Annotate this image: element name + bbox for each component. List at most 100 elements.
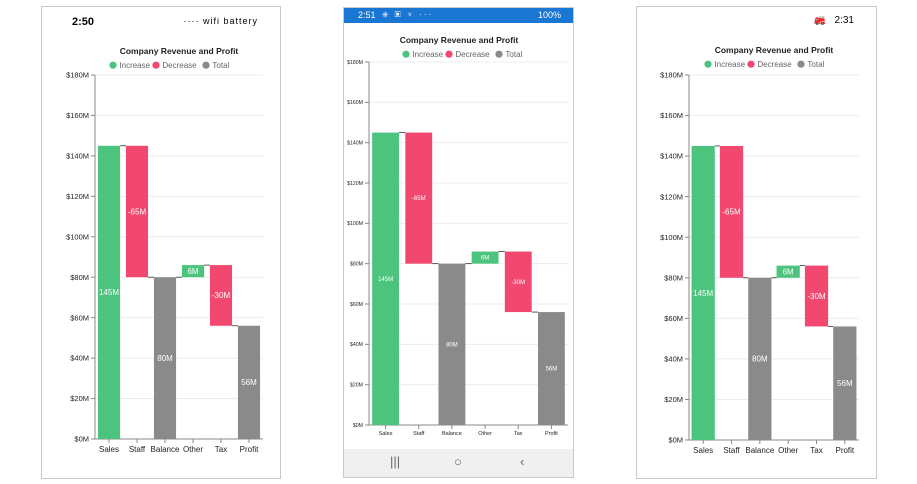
bar-sales xyxy=(372,132,400,425)
legend-marker-total xyxy=(202,61,210,69)
x-tick-label: Other xyxy=(183,445,203,454)
y-tick-label: $180M xyxy=(660,71,683,80)
y-tick-label: $80M xyxy=(350,261,363,267)
waterfall-chart-android: Company Revenue and Profit Increase Decrea… xyxy=(347,35,568,437)
bar-profit xyxy=(537,312,565,425)
ios-device-frame: 2:50 ···· wifi battery Company Revenue a… xyxy=(41,6,281,479)
x-tick-label: Balance xyxy=(745,446,774,455)
bar-data-label: 6M xyxy=(481,256,489,262)
legend-marker-total xyxy=(797,60,805,68)
y-tick-label: $100M xyxy=(347,221,363,227)
waterfall-chart-windows: Company Revenue and Profit Increase Decrea… xyxy=(660,45,859,455)
y-tick-label: $20M xyxy=(70,394,89,403)
x-tick-label: Tax xyxy=(810,446,822,455)
y-tick-label: $20M xyxy=(664,395,683,404)
legend-item-increase: Increase xyxy=(402,50,444,59)
ios-status-bar: 2:50 ···· wifi battery xyxy=(42,7,280,29)
y-tick-label: $120M xyxy=(66,192,89,201)
bar-other xyxy=(181,265,205,278)
bar-staff xyxy=(719,145,744,278)
bar-other xyxy=(471,251,499,264)
legend-label-total: Total xyxy=(807,60,824,69)
y-tick-label: $80M xyxy=(664,273,683,282)
legend-label-increase: Increase xyxy=(714,60,745,69)
bar-data-label: 80M xyxy=(157,354,173,363)
y-tick-label: $160M xyxy=(660,111,683,120)
y-tick-label: $180M xyxy=(66,71,89,80)
legend-item-decrease: Decrease xyxy=(747,60,792,69)
y-tick-label: $120M xyxy=(347,181,363,187)
bar-data-label: 56M xyxy=(837,379,853,388)
legend-label-increase: Increase xyxy=(412,50,443,59)
bar-balance xyxy=(748,277,772,440)
recent-apps-icon[interactable]: ||| xyxy=(390,454,401,469)
x-tick-label: Balance xyxy=(151,445,180,454)
bar-other xyxy=(776,265,800,278)
legend-marker-total xyxy=(495,50,503,58)
legend-label-decrease: Decrease xyxy=(757,60,792,69)
bar-data-label: 6M xyxy=(187,267,198,276)
y-tick-label: $160M xyxy=(347,100,363,106)
bar-data-label: 80M xyxy=(752,355,768,364)
legend-marker-increase xyxy=(402,50,410,58)
x-tick-label: Sales xyxy=(693,446,713,455)
bar-data-label: 80M xyxy=(446,342,458,348)
x-tick-label: Profit xyxy=(835,446,854,455)
x-tick-label: Profit xyxy=(240,445,259,454)
bar-data-label: 6M xyxy=(783,267,794,276)
ios-status-time: 2:50 xyxy=(72,16,95,28)
legend-item-total: Total xyxy=(797,60,825,69)
y-tick-label: $40M xyxy=(350,342,363,348)
x-tick-label: Balance xyxy=(442,431,462,437)
home-icon[interactable]: ○ xyxy=(454,454,462,469)
bar-tax xyxy=(504,251,532,313)
bar-data-label: -30M xyxy=(807,292,826,301)
legend-item-total: Total xyxy=(202,61,230,70)
y-tick-label: $0M xyxy=(353,423,363,429)
legend-item-decrease: Decrease xyxy=(445,50,490,59)
bar-profit xyxy=(833,326,857,440)
legend-label-total: Total xyxy=(212,61,229,70)
bar-sales xyxy=(691,145,715,440)
windows-status-icon: 🚒 xyxy=(813,15,826,26)
bar-balance xyxy=(438,263,466,425)
bar-data-label: 145M xyxy=(99,288,119,297)
bar-data-label: -30M xyxy=(511,280,525,286)
bar-sales xyxy=(97,145,121,439)
y-tick-label: $120M xyxy=(660,192,683,201)
y-tick-label: $160M xyxy=(66,111,89,120)
legend-item-total: Total xyxy=(495,50,523,59)
chart-title: Company Revenue and Profit xyxy=(715,45,834,55)
chart-title: Company Revenue and Profit xyxy=(120,46,239,56)
bar-balance xyxy=(153,277,177,439)
x-tick-label: Sales xyxy=(379,431,393,437)
y-tick-label: $20M xyxy=(350,382,363,388)
legend-label-decrease: Decrease xyxy=(162,61,197,70)
y-tick-label: $80M xyxy=(70,273,89,282)
y-tick-label: $100M xyxy=(660,233,683,242)
y-tick-label: $40M xyxy=(664,355,683,364)
y-tick-label: $0M xyxy=(74,435,89,444)
legend-item-increase: Increase xyxy=(704,60,746,69)
back-icon[interactable]: ‹ xyxy=(520,454,525,469)
y-tick-label: $0M xyxy=(668,436,683,445)
x-tick-label: Tax xyxy=(215,445,227,454)
windows-device-frame: 🚒 2:31 Company Revenue and Profit Increas… xyxy=(636,6,877,479)
android-nav-bar: ||| ○ ‹ xyxy=(344,449,573,477)
y-tick-label: $60M xyxy=(70,313,89,322)
x-tick-label: Staff xyxy=(723,446,740,455)
android-status-bar: 2:51 ⎈ ▣ ♆ ··· 100% xyxy=(344,8,573,23)
y-tick-label: $60M xyxy=(350,302,363,308)
chart-title: Company Revenue and Profit xyxy=(400,35,519,45)
x-tick-label: Other xyxy=(478,431,492,437)
bar-data-label: 145M xyxy=(378,277,393,283)
y-tick-label: $40M xyxy=(70,354,89,363)
legend-label-total: Total xyxy=(505,50,522,59)
y-tick-label: $140M xyxy=(66,152,89,161)
y-tick-label: $180M xyxy=(347,60,363,66)
legend-item-decrease: Decrease xyxy=(152,61,197,70)
x-tick-label: Profit xyxy=(545,431,558,437)
x-tick-label: Sales xyxy=(99,445,119,454)
bar-tax xyxy=(804,265,829,327)
bar-data-label: -65M xyxy=(128,207,147,216)
